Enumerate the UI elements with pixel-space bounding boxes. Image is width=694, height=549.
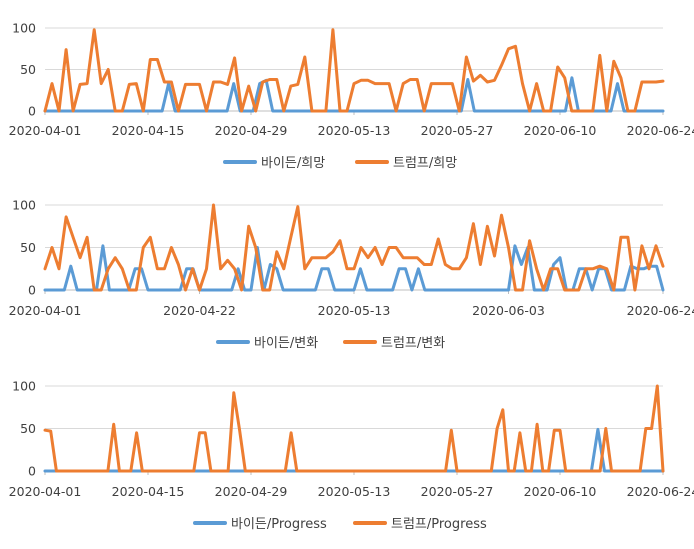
y-tick-label: 0 [28, 464, 36, 479]
y-tick-label: 0 [28, 283, 36, 298]
x-tick-label: 2020-04-29 [215, 123, 288, 138]
x-tick-label: 2020-04-15 [112, 484, 185, 499]
legend-label: 트럼프/Progress [391, 517, 487, 532]
x-tick-label: 2020-04-22 [163, 303, 236, 318]
x-tick-label: 2020-06-24 [627, 123, 694, 138]
y-tick-label: 100 [12, 198, 36, 213]
x-tick-label: 2020-04-01 [9, 484, 82, 499]
y-tick-label: 50 [20, 62, 36, 77]
x-tick-label: 2020-04-29 [215, 484, 288, 499]
x-tick-label: 2020-06-03 [472, 303, 545, 318]
series-line-biden [43, 244, 665, 292]
series-line-biden [43, 76, 665, 113]
legend-label: 트럼프/희망 [393, 156, 457, 171]
x-tick-label: 2020-05-13 [318, 303, 391, 318]
x-tick-label: 2020-04-01 [9, 123, 82, 138]
x-tick-label: 2020-06-24 [627, 484, 694, 499]
legend-label: 바이든/Progress [231, 517, 327, 532]
legend-label: 바이든/희망 [261, 156, 325, 171]
x-tick-label: 2020-05-27 [421, 123, 494, 138]
x-tick-label: 2020-06-24 [627, 303, 694, 318]
y-tick-label: 100 [12, 21, 36, 36]
y-tick-label: 100 [12, 379, 36, 394]
series-line-trump [43, 384, 665, 473]
x-tick-label: 2020-06-10 [524, 123, 597, 138]
series-line-trump [43, 203, 665, 292]
x-tick-label: 2020-04-01 [9, 303, 82, 318]
chart-panel-3: 0 50 100 2020-04-01 2020-04-15 2020-04-29 2020… [9, 379, 694, 533]
chart-panel-2: 0 50 100 2020-04-01 2020-04-22 2020-05-13 2020… [9, 198, 694, 352]
chart-panel-1: 0 50 100 2020-04-01 2020-04-15 2020-04-29 2020… [9, 21, 694, 172]
series-line-trump [43, 28, 665, 113]
y-tick-label: 50 [20, 240, 36, 255]
legend-label: 바이든/변화 [254, 336, 318, 351]
x-tick-label: 2020-04-15 [112, 123, 185, 138]
x-tick-label: 2020-06-10 [524, 484, 597, 499]
y-tick-label: 0 [28, 104, 36, 119]
x-tick-label: 2020-05-13 [318, 123, 391, 138]
y-tick-label: 50 [20, 421, 36, 436]
x-tick-label: 2020-05-13 [318, 484, 391, 499]
x-tick-label: 2020-05-27 [421, 484, 494, 499]
legend-label: 트럼프/변화 [381, 336, 445, 351]
